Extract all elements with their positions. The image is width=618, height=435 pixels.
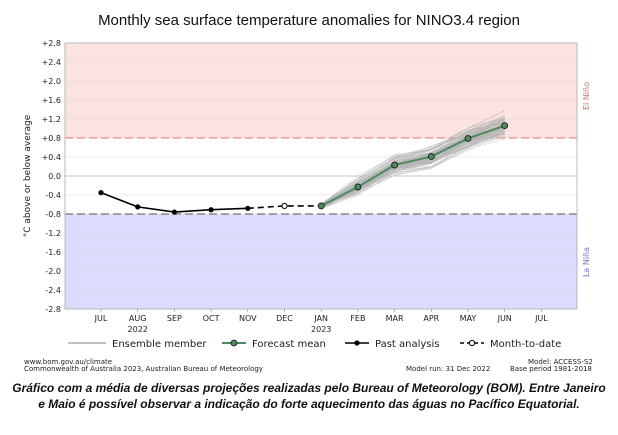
past-analysis-line [100, 191, 248, 213]
past-analysis-point [171, 209, 177, 215]
legend-past-marker [354, 340, 360, 346]
legend-label: Month-to-date [490, 339, 561, 350]
caption: Gráfico com a média de diversas projeçõe… [0, 380, 618, 412]
legend-forecast-marker [230, 339, 238, 347]
footer-model-run: Model run: 31 Dec 2022 [406, 365, 491, 373]
y-tick-label: -2.4 [45, 286, 61, 295]
y-tick-label: -2.0 [45, 267, 61, 276]
y-tick-label: -1.6 [45, 248, 61, 257]
x-tick-label: JUL [534, 314, 548, 323]
x-year-label: 2022 [128, 325, 148, 334]
forecast-mean-point [427, 153, 435, 160]
y-tick-label: -0.8 [45, 210, 61, 219]
x-tick-label: AUG [129, 314, 147, 323]
chart-title: Monthly sea surface temperature anomalie… [98, 12, 520, 29]
forecast-mean-point [391, 161, 399, 169]
footer-base-period: Base period 1981-2018 [510, 365, 592, 373]
y-tick-label: +0.4 [42, 153, 61, 162]
ensemble-member-line [321, 125, 505, 206]
forecast-mean-line [320, 124, 506, 207]
x-tick-label: JUL [94, 314, 108, 323]
x-tick-label: FEB [350, 314, 365, 323]
x-tick-label: NOV [239, 314, 257, 323]
y-tick-label: +0.8 [42, 134, 61, 143]
legend-mtd-marker [468, 339, 476, 347]
past-analysis-point [245, 205, 251, 211]
la-nina-band [65, 214, 577, 309]
ensemble-member-line [321, 138, 505, 208]
forecast-mean-point [464, 135, 472, 142]
la-nina-label: La Niña [582, 247, 591, 277]
legend-label: Past analysis [375, 339, 440, 350]
caption-line-1: Gráfico com a média de diversas projeçõe… [12, 381, 606, 395]
y-tick-label: +2.0 [42, 77, 61, 86]
x-tick-label: MAR [386, 314, 404, 323]
y-tick-label: +1.2 [42, 115, 61, 124]
x-tick-label: OCT [203, 314, 220, 323]
y-tick-label: +2.8 [42, 39, 61, 48]
forecast-mean-point [317, 202, 325, 210]
ensemble-member-line [321, 117, 505, 206]
footer-url: www.bom.gov.au/climate [24, 358, 113, 366]
x-tick-label: SEP [167, 314, 182, 323]
forecast-mean-point [501, 122, 509, 130]
x-tick-label: JUN [497, 314, 512, 323]
ensemble-member-line [321, 120, 505, 206]
chart-canvas: +2.8 +2.4 +2.0 +1.6 +1.2 +0.8 +0.4 0.0 -0.4 -0.8 -… [23, 39, 591, 350]
y-tick-label: -0.4 [45, 191, 61, 200]
footer-model: Model: ACCESS-S2 [528, 358, 593, 366]
y-tick-label: 0.0 [48, 172, 61, 181]
x-tick-label: APR [423, 314, 439, 323]
y-tick-label: +1.6 [42, 96, 61, 105]
ensemble-member-line [321, 122, 505, 205]
y-tick-label: +2.4 [42, 58, 61, 67]
y-tick-label: -1.2 [45, 229, 61, 238]
x-tick-label: DEC [276, 314, 293, 323]
legend-label: Ensemble member [112, 339, 207, 350]
footer-copyright: Commonwealth of Australia 2023, Australi… [24, 365, 263, 373]
ensemble-member-line [321, 130, 505, 208]
month-to-date-connector [247, 205, 322, 210]
x-tick-label: MAY [460, 314, 477, 323]
forecast-mean-point [354, 183, 362, 191]
y-axis-label: °C above or below average [23, 114, 33, 237]
ensemble-member-line [321, 127, 505, 209]
past-analysis-point [98, 190, 104, 196]
y-tick-label: -2.8 [45, 305, 61, 314]
x-year-label: 2023 [311, 325, 331, 334]
ensemble-member-line [321, 126, 505, 208]
caption-line-2: e Maio é possível observar a indicação d… [38, 397, 580, 411]
past-analysis-point [208, 207, 214, 213]
x-tick-label: JAN [313, 314, 328, 323]
past-analysis-point [135, 204, 141, 210]
month-to-date-point [281, 202, 288, 210]
legend-label: Forecast mean [252, 339, 326, 350]
el-nino-label: El Niño [582, 82, 591, 110]
